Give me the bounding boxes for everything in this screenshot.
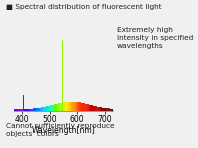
Text: ■ Spectral distribution of fluorescent light: ■ Spectral distribution of fluorescent l… <box>6 4 162 11</box>
X-axis label: Wavelength[nm]: Wavelength[nm] <box>31 126 95 135</box>
Text: Extremely high
intensity in specified
wavelengths: Extremely high intensity in specified wa… <box>117 27 193 49</box>
Bar <box>23 95 24 111</box>
Text: Cannot sufficiently reproduce
objects' colors: Cannot sufficiently reproduce objects' c… <box>6 123 114 137</box>
Bar <box>62 40 63 111</box>
